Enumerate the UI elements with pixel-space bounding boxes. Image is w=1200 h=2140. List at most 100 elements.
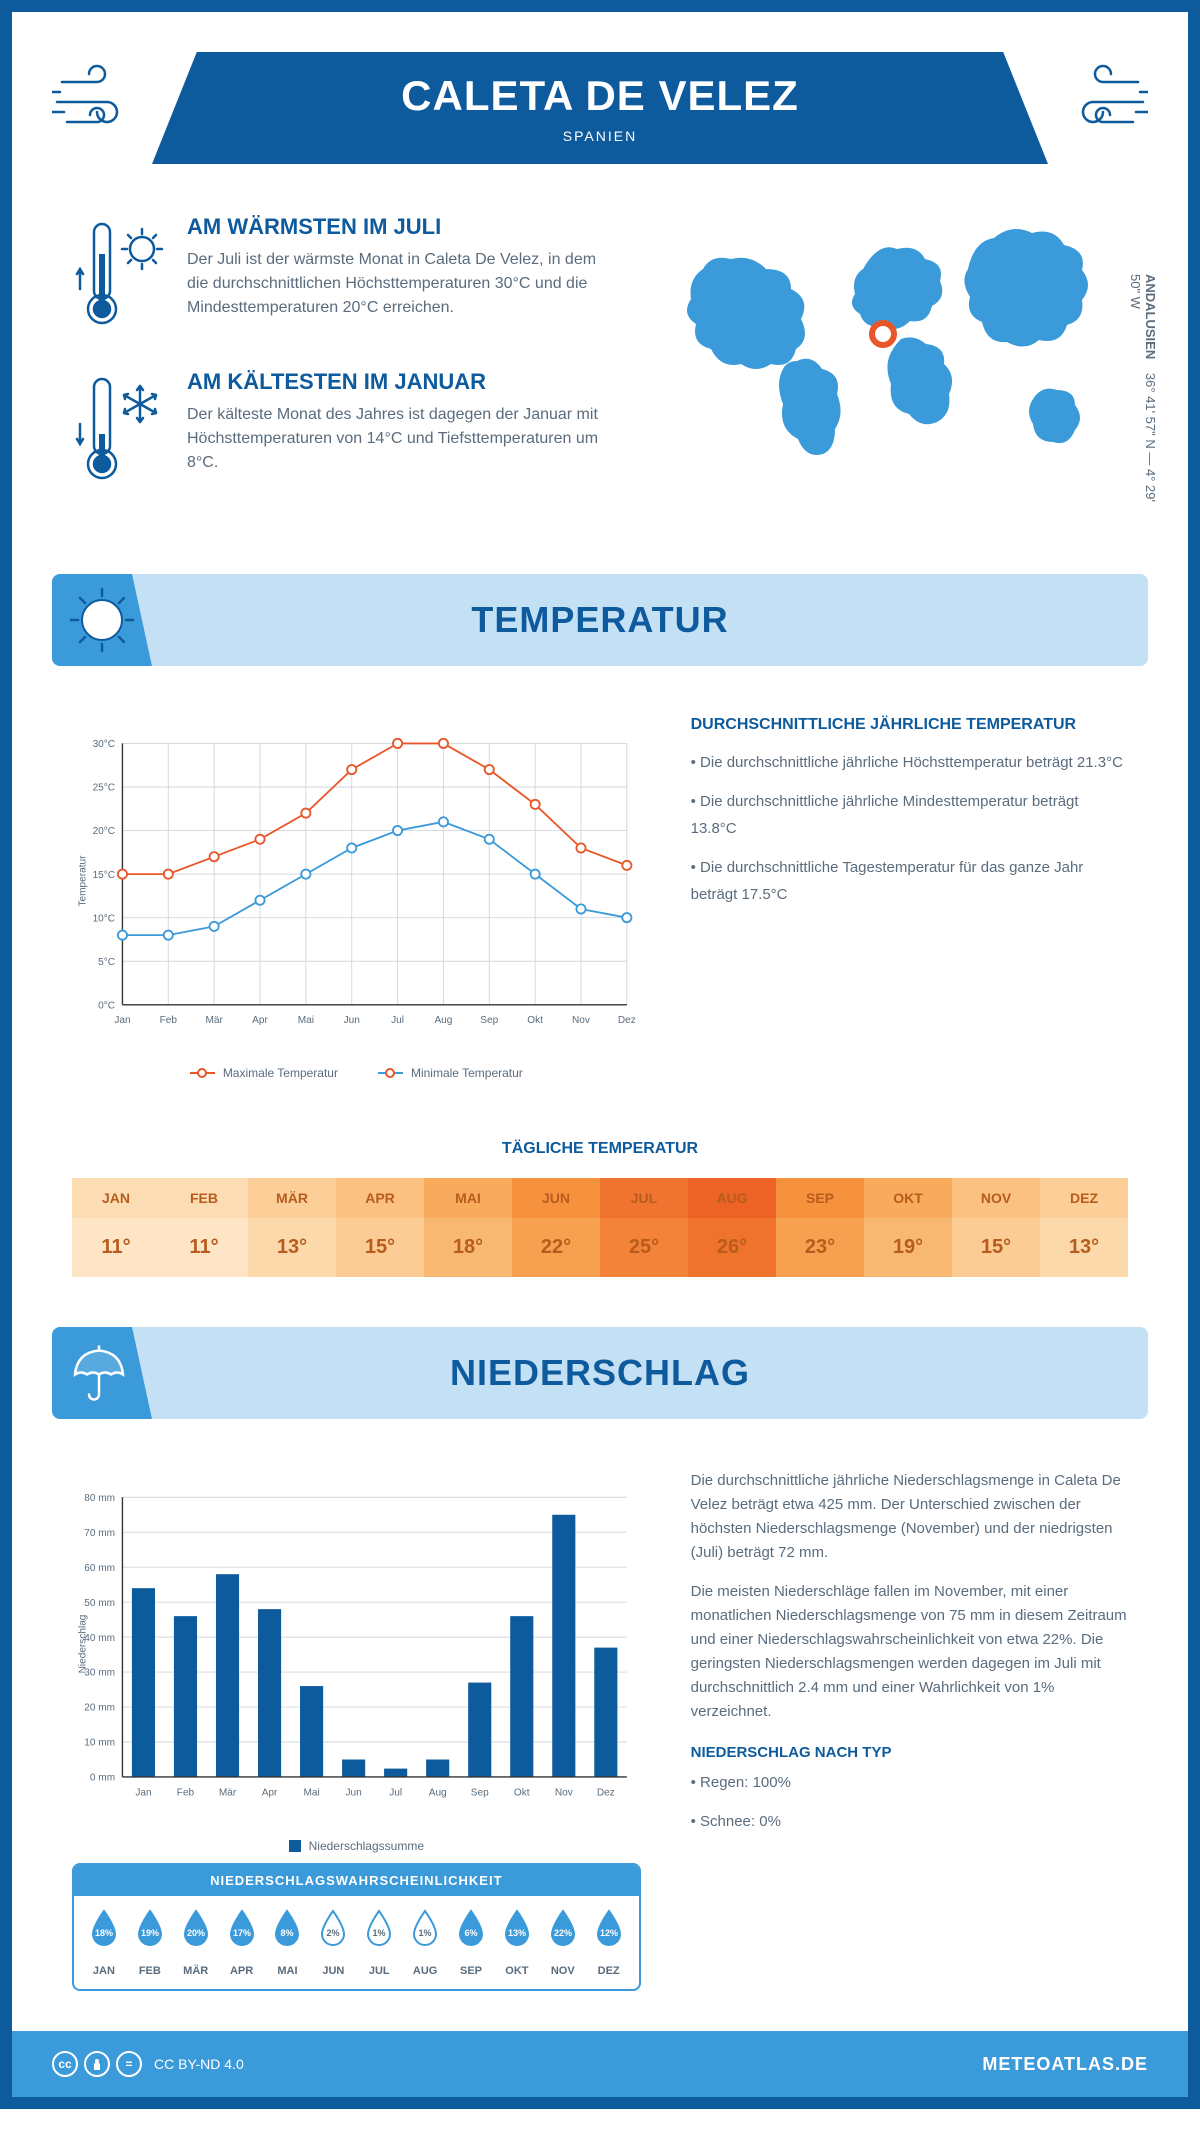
world-map-icon <box>648 214 1128 494</box>
svg-text:25°C: 25°C <box>93 783 116 794</box>
cc-icons: cc = <box>52 2051 142 2077</box>
precipitation-heading: NIEDERSCHLAG <box>82 1352 1118 1394</box>
daily-temp-heading: TÄGLICHE TEMPERATUR <box>72 1140 1128 1158</box>
temp-col: NOV15° <box>952 1178 1040 1277</box>
thermometer-cold-icon <box>72 369 167 494</box>
probability-box: NIEDERSCHLAGSWAHRSCHEINLICHKEIT 18%JAN19… <box>72 1863 641 1991</box>
thermometer-hot-icon <box>72 214 167 339</box>
svg-text:2%: 2% <box>327 1928 340 1938</box>
prob-col: 6%SEP <box>449 1908 493 1977</box>
svg-text:Feb: Feb <box>160 1015 178 1026</box>
svg-text:Jan: Jan <box>135 1787 151 1798</box>
svg-text:Okt: Okt <box>514 1787 530 1798</box>
svg-text:Jun: Jun <box>344 1015 360 1026</box>
svg-text:Jul: Jul <box>389 1787 402 1798</box>
prob-col: 20%MÄR <box>174 1908 218 1977</box>
svg-text:18%: 18% <box>95 1928 113 1938</box>
svg-text:0°C: 0°C <box>98 1000 115 1011</box>
temp-col: OKT19° <box>864 1178 952 1277</box>
region-label: ANDALUSIEN <box>1143 274 1158 359</box>
svg-text:Temperatur: Temperatur <box>78 855 89 907</box>
license-label: CC BY-ND 4.0 <box>154 2056 244 2072</box>
svg-text:70 mm: 70 mm <box>84 1528 115 1539</box>
svg-text:Nov: Nov <box>572 1015 590 1026</box>
legend-max-label: Maximale Temperatur <box>223 1066 338 1080</box>
coldest-block: AM KÄLTESTEN IM JANUAR Der kälteste Mona… <box>72 369 608 494</box>
svg-text:Mai: Mai <box>298 1015 314 1026</box>
country-label: SPANIEN <box>182 128 1018 144</box>
sun-icon <box>52 574 152 666</box>
svg-text:17%: 17% <box>233 1928 251 1938</box>
location-title: CALETA DE VELEZ <box>182 72 1018 120</box>
temp-col: JAN11° <box>72 1178 160 1277</box>
svg-text:Sep: Sep <box>471 1787 489 1798</box>
svg-text:15°C: 15°C <box>93 870 116 881</box>
svg-text:Jul: Jul <box>391 1015 404 1026</box>
temp-col: APR15° <box>336 1178 424 1277</box>
svg-text:Okt: Okt <box>527 1015 543 1026</box>
coordinates: ANDALUSIEN 36° 41' 57" N — 4° 29' 50" W <box>1128 274 1158 524</box>
temp-legend: .legend-line:nth-child(1)::after{border-… <box>72 1066 641 1080</box>
wind-icon-left <box>52 62 142 147</box>
svg-text:Dez: Dez <box>597 1787 615 1798</box>
svg-text:20°C: 20°C <box>93 826 116 837</box>
svg-text:Aug: Aug <box>429 1787 447 1798</box>
svg-text:20%: 20% <box>187 1928 205 1938</box>
lat-label: 36° 41' 57" N <box>1143 373 1158 449</box>
precip-p2: Die meisten Niederschläge fallen im Nove… <box>691 1580 1128 1724</box>
precip-p1: Die durchschnittliche jährliche Niedersc… <box>691 1469 1128 1565</box>
coldest-title: AM KÄLTESTEN IM JANUAR <box>187 369 608 395</box>
prob-col: 2%JUN <box>311 1908 355 1977</box>
temp-col: AUG26° <box>688 1178 776 1277</box>
svg-text:22%: 22% <box>554 1928 572 1938</box>
svg-text:Apr: Apr <box>252 1015 268 1026</box>
svg-text:Jan: Jan <box>114 1015 130 1026</box>
svg-text:80 mm: 80 mm <box>84 1493 115 1504</box>
daily-temp-table: JAN11°FEB11°MÄR13°APR15°MAI18°JUN22°JUL2… <box>72 1178 1128 1277</box>
probability-heading: NIEDERSCHLAGSWAHRSCHEINLICHKEIT <box>74 1865 639 1896</box>
daily-temp-section: TÄGLICHE TEMPERATUR JAN11°FEB11°MÄR13°AP… <box>12 1110 1188 1307</box>
precipitation-section-header: NIEDERSCHLAG <box>52 1327 1148 1419</box>
wind-icon-right <box>1058 62 1148 147</box>
precip-type-2: • Schnee: 0% <box>691 1810 1128 1834</box>
temp-col: MÄR13° <box>248 1178 336 1277</box>
prob-col: 18%JAN <box>82 1908 126 1977</box>
svg-text:Apr: Apr <box>262 1787 278 1798</box>
svg-text:8%: 8% <box>281 1928 294 1938</box>
by-icon <box>84 2051 110 2077</box>
temperature-section-header: TEMPERATUR <box>52 574 1148 666</box>
warmest-text: Der Juli ist der wärmste Monat in Caleta… <box>187 248 608 320</box>
coldest-text: Der kälteste Monat des Jahres ist dagege… <box>187 403 608 475</box>
precipitation-content: 0 mm10 mm20 mm30 mm40 mm50 mm60 mm70 mm8… <box>12 1439 1188 2031</box>
temp-bullet-1: • Die durchschnittliche jährliche Höchst… <box>691 749 1128 776</box>
prob-col: 1%JUL <box>357 1908 401 1977</box>
svg-text:Jun: Jun <box>346 1787 362 1798</box>
svg-text:Aug: Aug <box>434 1015 452 1026</box>
svg-text:Niederschlag: Niederschlag <box>78 1615 89 1674</box>
temp-col: FEB11° <box>160 1178 248 1277</box>
svg-text:12%: 12% <box>600 1928 618 1938</box>
cc-icon: cc <box>52 2051 78 2077</box>
temp-bullet-3: • Die durchschnittliche Tagestemperatur … <box>691 854 1128 908</box>
svg-text:Feb: Feb <box>177 1787 195 1798</box>
intro-section: AM WÄRMSTEN IM JULI Der Juli ist der wär… <box>12 164 1188 554</box>
svg-text:10 mm: 10 mm <box>84 1738 115 1749</box>
svg-text:1%: 1% <box>373 1928 386 1938</box>
temp-col: DEZ13° <box>1040 1178 1128 1277</box>
svg-text:19%: 19% <box>141 1928 159 1938</box>
svg-text:5°C: 5°C <box>98 957 115 968</box>
svg-text:Dez: Dez <box>618 1015 636 1026</box>
temp-col: JUN22° <box>512 1178 600 1277</box>
prob-col: 19%FEB <box>128 1908 172 1977</box>
svg-text:Mär: Mär <box>219 1787 237 1798</box>
page-footer: cc = CC BY-ND 4.0 METEOATLAS.DE <box>12 2031 1188 2097</box>
svg-text:Mär: Mär <box>205 1015 223 1026</box>
page-header: CALETA DE VELEZ SPANIEN <box>152 52 1048 164</box>
prob-col: 22%NOV <box>541 1908 585 1977</box>
temp-info-heading: DURCHSCHNITTLICHE JÄHRLICHE TEMPERATUR <box>691 716 1128 734</box>
temp-col: SEP23° <box>776 1178 864 1277</box>
precip-legend: Niederschlagssumme <box>72 1839 641 1853</box>
svg-text:30°C: 30°C <box>93 739 116 750</box>
warmest-block: AM WÄRMSTEN IM JULI Der Juli ist der wär… <box>72 214 608 339</box>
temp-col: MAI18° <box>424 1178 512 1277</box>
